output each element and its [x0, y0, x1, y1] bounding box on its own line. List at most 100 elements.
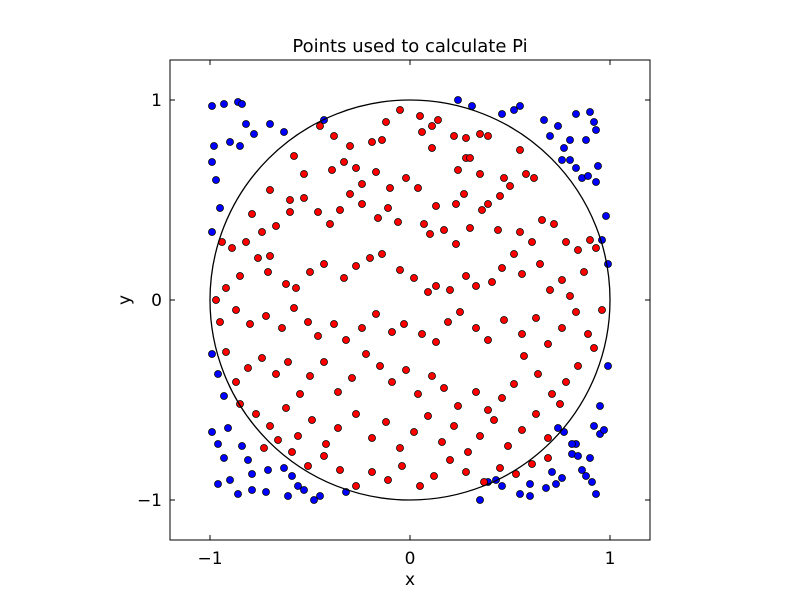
- data-point: [446, 456, 454, 464]
- data-point: [484, 336, 492, 344]
- data-point: [316, 122, 324, 130]
- data-point: [260, 444, 268, 452]
- data-point: [234, 490, 242, 498]
- data-point: [242, 238, 250, 246]
- data-point: [220, 392, 228, 400]
- data-point: [592, 490, 600, 498]
- data-point: [224, 424, 232, 432]
- data-point: [282, 404, 290, 412]
- data-point: [574, 452, 582, 460]
- data-point: [226, 138, 234, 146]
- data-point: [274, 436, 282, 444]
- data-point: [558, 156, 566, 164]
- data-point: [444, 318, 452, 326]
- data-point: [304, 318, 312, 326]
- data-point: [304, 462, 312, 470]
- x-axis-label: x: [405, 570, 415, 590]
- data-point: [264, 466, 272, 474]
- data-point: [208, 350, 216, 358]
- data-point: [518, 426, 526, 434]
- data-point: [536, 260, 544, 268]
- data-point: [216, 204, 224, 212]
- data-point: [402, 174, 410, 182]
- data-point: [396, 266, 404, 274]
- data-point: [300, 170, 308, 178]
- data-point: [572, 308, 580, 316]
- data-point: [336, 206, 344, 214]
- data-point: [272, 370, 280, 378]
- data-point: [504, 442, 512, 450]
- data-point: [558, 474, 566, 482]
- data-point: [382, 418, 390, 426]
- data-point: [310, 496, 318, 504]
- data-point: [210, 142, 218, 150]
- data-point: [546, 132, 554, 140]
- data-point: [368, 434, 376, 442]
- data-point: [242, 120, 250, 128]
- data-point: [346, 142, 354, 150]
- data-point: [330, 320, 338, 328]
- data-point: [430, 472, 438, 480]
- data-point: [544, 340, 552, 348]
- data-point: [592, 244, 600, 252]
- data-point: [572, 110, 580, 118]
- data-point: [432, 202, 440, 210]
- data-point: [540, 116, 548, 124]
- data-point: [396, 106, 404, 114]
- data-point: [590, 344, 598, 352]
- data-point: [604, 260, 612, 268]
- data-point: [552, 480, 560, 488]
- data-point: [398, 462, 406, 470]
- data-point: [226, 476, 234, 484]
- data-point: [316, 492, 324, 500]
- data-point: [476, 432, 484, 440]
- ticks-layer: −1 0 1 −1 0 1: [137, 60, 650, 569]
- data-point: [554, 122, 562, 130]
- data-point: [558, 324, 566, 332]
- data-point: [516, 228, 524, 236]
- data-point: [216, 318, 224, 326]
- data-point: [452, 200, 460, 208]
- data-point: [220, 100, 228, 108]
- data-point: [490, 416, 498, 424]
- data-point: [604, 362, 612, 370]
- data-point: [528, 238, 536, 246]
- data-point: [484, 406, 492, 414]
- data-point: [462, 134, 470, 142]
- data-point: [336, 466, 344, 474]
- data-point: [334, 424, 342, 432]
- data-point: [456, 308, 464, 316]
- data-point: [236, 142, 244, 150]
- data-point: [214, 440, 222, 448]
- data-point: [358, 180, 366, 188]
- data-point: [414, 390, 422, 398]
- data-point: [326, 220, 334, 228]
- data-point: [346, 190, 354, 198]
- data-point: [506, 182, 514, 190]
- data-point: [428, 372, 436, 380]
- data-point: [566, 292, 574, 300]
- data-point: [388, 378, 396, 386]
- data-point: [518, 330, 526, 338]
- data-point: [342, 336, 350, 344]
- data-point: [496, 464, 504, 472]
- data-point: [290, 152, 298, 160]
- data-point: [558, 276, 566, 284]
- data-point: [472, 388, 480, 396]
- data-point: [352, 164, 360, 172]
- data-point: [288, 472, 296, 480]
- data-point: [590, 422, 598, 430]
- data-point: [424, 412, 432, 420]
- data-point: [464, 448, 472, 456]
- data-point: [454, 402, 462, 410]
- data-point: [510, 380, 518, 388]
- data-point: [340, 274, 348, 282]
- data-point: [414, 184, 422, 192]
- data-point: [476, 496, 484, 504]
- data-point: [498, 482, 506, 490]
- data-point: [282, 280, 290, 288]
- data-point: [530, 174, 538, 182]
- data-point: [366, 254, 374, 262]
- data-point: [510, 106, 518, 114]
